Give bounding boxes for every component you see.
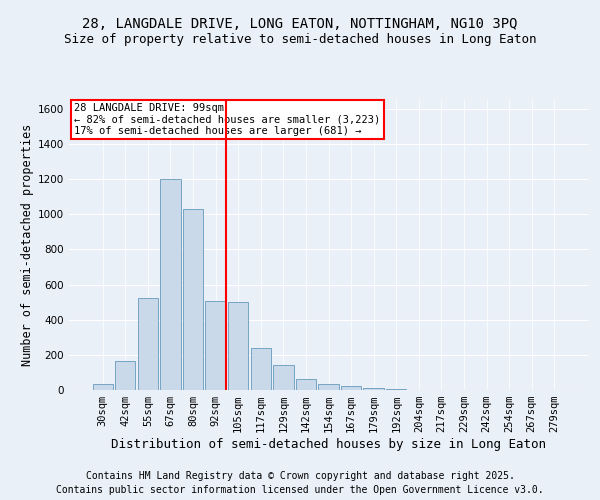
Text: Contains HM Land Registry data © Crown copyright and database right 2025.: Contains HM Land Registry data © Crown c…: [86, 471, 514, 481]
Bar: [92, 384, 113, 390]
Bar: [183, 209, 203, 390]
Bar: [341, 386, 361, 390]
Bar: [115, 361, 136, 390]
Bar: [138, 298, 158, 390]
Bar: [296, 380, 316, 390]
Text: Contains public sector information licensed under the Open Government Licence v3: Contains public sector information licen…: [56, 485, 544, 495]
Bar: [364, 388, 384, 390]
Bar: [386, 389, 406, 390]
Bar: [228, 302, 248, 390]
X-axis label: Distribution of semi-detached houses by size in Long Eaton: Distribution of semi-detached houses by …: [111, 438, 546, 451]
Y-axis label: Number of semi-detached properties: Number of semi-detached properties: [21, 124, 34, 366]
Bar: [160, 179, 181, 390]
Bar: [205, 301, 226, 390]
Bar: [251, 348, 271, 390]
Bar: [319, 384, 338, 390]
Text: Size of property relative to semi-detached houses in Long Eaton: Size of property relative to semi-detach…: [64, 32, 536, 46]
Text: 28, LANGDALE DRIVE, LONG EATON, NOTTINGHAM, NG10 3PQ: 28, LANGDALE DRIVE, LONG EATON, NOTTINGH…: [82, 18, 518, 32]
Text: 28 LANGDALE DRIVE: 99sqm
← 82% of semi-detached houses are smaller (3,223)
17% o: 28 LANGDALE DRIVE: 99sqm ← 82% of semi-d…: [74, 103, 380, 136]
Bar: [273, 366, 293, 390]
